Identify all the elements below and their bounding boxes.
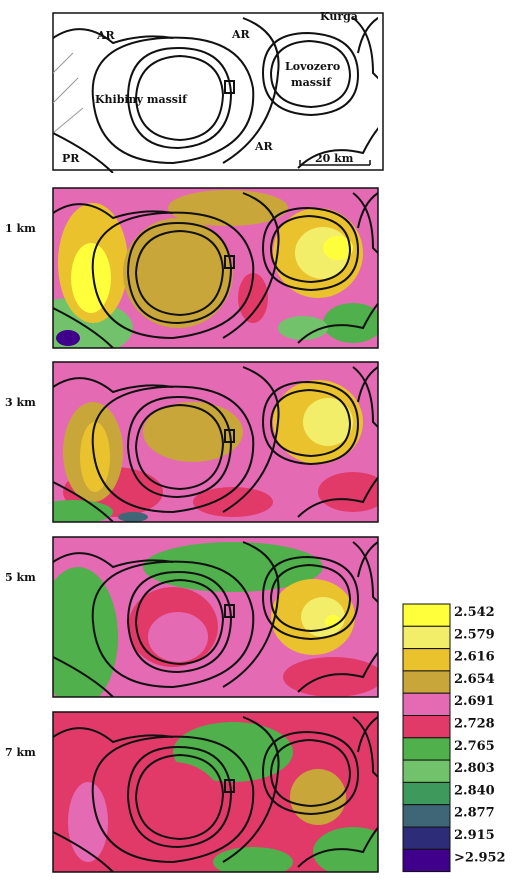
legend-label: 2.728	[454, 717, 495, 732]
legend-swatch	[403, 827, 450, 849]
legend-label: 2.915	[454, 828, 495, 843]
density-panel	[38, 709, 393, 880]
map-area	[13, 185, 384, 358]
legend-label: 2.654	[454, 672, 495, 687]
density-zone	[143, 402, 243, 462]
density-panel	[13, 185, 384, 358]
figure: AR AR Kurga Lovozero massif Khibiny mass…	[0, 0, 512, 880]
scale-label: 20 km	[315, 152, 354, 165]
legend-label: 2.840	[454, 783, 495, 798]
legend-swatch	[403, 626, 450, 648]
density-zone	[290, 769, 346, 825]
map-area	[38, 709, 393, 880]
map-area	[33, 359, 388, 524]
density-panel	[33, 359, 388, 524]
legend-swatch	[403, 849, 450, 871]
legend-swatch	[403, 649, 450, 671]
depth-label: 5 km	[5, 571, 36, 584]
legend-swatch	[403, 716, 450, 738]
legend-swatch	[403, 671, 450, 693]
map-label: AR	[254, 140, 274, 153]
legend-swatch	[403, 738, 450, 760]
density-panel	[38, 534, 384, 707]
map-label: PR	[62, 152, 80, 165]
density-zone	[68, 782, 108, 862]
legend-label: 2.877	[454, 806, 495, 821]
legend-label: 2.579	[454, 627, 495, 642]
map-label: Kurga	[320, 10, 358, 23]
density-zone	[56, 330, 80, 346]
legend-swatch	[403, 805, 450, 827]
density-zone	[38, 567, 118, 707]
legend-swatch	[403, 604, 450, 626]
legend-swatch	[403, 693, 450, 715]
depth-label: 3 km	[5, 396, 36, 409]
legend-label: 2.691	[454, 694, 495, 709]
legend-swatch	[403, 782, 450, 804]
legend-swatch	[403, 760, 450, 782]
map-area	[38, 534, 384, 707]
density-zone	[71, 243, 111, 313]
depth-label: 7 km	[5, 746, 36, 759]
map-label: massif	[291, 76, 332, 89]
legend-label: 2.765	[454, 739, 495, 754]
legend-label: 2.542	[454, 605, 495, 620]
density-zone	[148, 612, 208, 662]
legend-label: 2.803	[454, 761, 495, 776]
map-label: AR	[231, 28, 251, 41]
legend-label: >2.952	[454, 850, 506, 865]
map-label: Lovozero	[285, 60, 340, 73]
map-label: Khibiny massif	[95, 93, 188, 106]
legend-label: 2.616	[454, 650, 495, 665]
map-label: AR	[96, 29, 116, 42]
density-zone	[118, 512, 148, 522]
schematic: AR AR Kurga Lovozero massif Khibiny mass…	[53, 10, 384, 173]
depth-label: 1 km	[5, 222, 36, 235]
